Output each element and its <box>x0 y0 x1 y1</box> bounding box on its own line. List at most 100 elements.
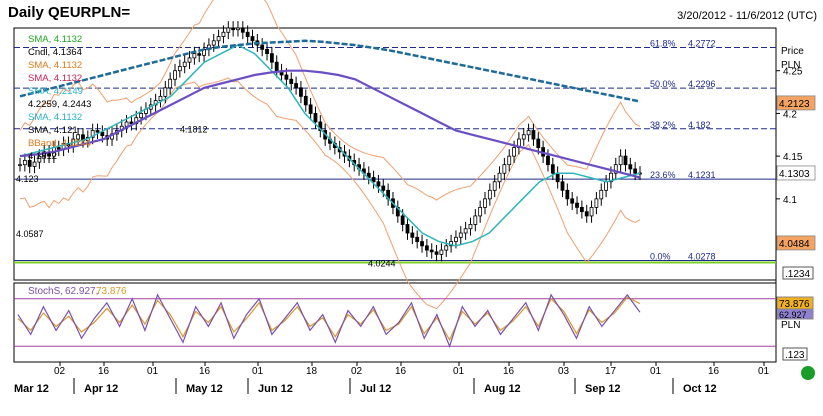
candle-body <box>366 172 371 178</box>
candle-body <box>565 189 570 200</box>
date-range: 3/20/2012 - 11/6/2012 (UTC) <box>677 10 817 22</box>
candle-body <box>376 181 381 187</box>
candle-body <box>381 185 386 191</box>
candle-body <box>589 206 594 217</box>
price-tag-0: 4.2123 <box>779 99 810 110</box>
day-tick-6: 02 <box>351 366 363 377</box>
candle-body <box>197 53 202 56</box>
candle-body <box>429 249 434 253</box>
month-label-0: Mar 12 <box>14 383 49 395</box>
day-tick-13: 16 <box>708 366 720 377</box>
candle-body <box>550 164 555 174</box>
day-tick-2: 01 <box>147 366 159 377</box>
stoch-tag-d: 73.876 <box>779 299 810 310</box>
candle-body <box>400 215 405 225</box>
candle-body <box>182 61 187 67</box>
stoch-bottom-tag: .123 <box>785 350 805 361</box>
day-tick-8: 01 <box>453 366 465 377</box>
price-tag-box-0 <box>776 95 816 111</box>
legend-item-3: SMA, 4.1132 <box>28 73 82 84</box>
candle-body <box>623 155 628 166</box>
stoch-axis-unit: PLN <box>781 320 800 331</box>
month-label-6: Sep 12 <box>585 383 620 395</box>
candle-body <box>415 236 420 242</box>
legend-item-7: SMA, 4.121 <box>28 125 78 136</box>
candle-body <box>478 206 483 217</box>
candle-body <box>22 160 27 166</box>
candle-body <box>129 121 134 125</box>
candle-body <box>468 224 473 230</box>
price-tag-2: 4.0484 <box>779 239 810 250</box>
candle-body <box>260 44 265 50</box>
candle-body <box>158 95 163 102</box>
candle-body <box>628 164 633 170</box>
fib-price-0: 4.2772 <box>688 38 716 48</box>
candle-body <box>37 155 42 163</box>
day-tick-1: 16 <box>98 366 110 377</box>
price-tick-label-0: 4.25 <box>783 67 803 78</box>
day-tick-5: 18 <box>306 366 318 377</box>
candle-body <box>483 198 487 208</box>
fib-price-3: 4.1231 <box>688 170 716 180</box>
candle-body <box>497 172 502 183</box>
candle-body <box>609 172 613 183</box>
candle-body <box>555 172 560 183</box>
candle-body <box>546 155 550 166</box>
candle-body <box>139 113 143 119</box>
fib-price-2: 4.182 <box>688 120 711 130</box>
price-tag-box-2 <box>776 235 816 251</box>
candle-body <box>444 245 449 251</box>
month-label-7: Oct 12 <box>683 383 717 395</box>
candle-body <box>168 78 173 89</box>
candle-body <box>371 177 376 183</box>
candle-body <box>526 130 531 136</box>
sma-line-a <box>19 44 641 247</box>
candle-body <box>473 215 478 225</box>
candle-body <box>618 155 623 166</box>
candle-body <box>76 134 81 140</box>
candle-body <box>289 78 294 84</box>
candle-body <box>594 198 599 208</box>
candle-body <box>434 251 439 255</box>
price-tick-label-3: 4.1 <box>783 195 797 206</box>
bollinger-lower <box>19 77 641 310</box>
status-indicator-icon[interactable] <box>801 366 815 380</box>
legend-item-4: SMA, 4.2149 <box>28 86 83 97</box>
stoch-k-value: 62.927, <box>65 286 98 297</box>
candle-body <box>27 160 32 167</box>
fib-label-3: 23.6% <box>650 170 676 180</box>
month-label-4: Jul 12 <box>360 383 391 395</box>
candle-body <box>599 189 604 200</box>
stoch-label: StochS, <box>28 286 63 297</box>
candle-body <box>318 121 323 131</box>
candle-body <box>458 232 463 238</box>
stoch-d-value: 73.876 <box>96 286 127 297</box>
candle-body <box>269 53 274 63</box>
month-label-2: May 12 <box>186 383 223 395</box>
candle-body <box>420 241 424 247</box>
candle-body <box>231 27 236 31</box>
fib-label-4: 0.0% <box>650 252 671 262</box>
candle-body <box>216 36 221 42</box>
candle-body <box>56 147 61 150</box>
candle-body <box>163 87 168 97</box>
sma-line-b <box>19 69 641 179</box>
candle-body <box>240 27 245 33</box>
candle-body <box>95 130 100 133</box>
legend-item-0: SMA, 4.1132 <box>28 34 82 45</box>
price-tick-label-2: 4.15 <box>783 152 803 163</box>
candle-body <box>575 202 579 208</box>
fib-label-2: 38.2% <box>650 120 676 130</box>
candle-body <box>211 40 216 46</box>
candle-body <box>633 168 638 174</box>
candle-body <box>584 211 589 217</box>
legend-item-2: SMA, 4.1132 <box>28 60 82 71</box>
candle-body <box>521 134 526 140</box>
fib-price-1: 4.2296 <box>688 79 716 89</box>
candle-body <box>192 53 197 59</box>
stoch-bottom-tag-box <box>782 347 808 361</box>
stoch-tag-k: 62.927 <box>779 310 807 320</box>
candle-body <box>531 130 536 140</box>
